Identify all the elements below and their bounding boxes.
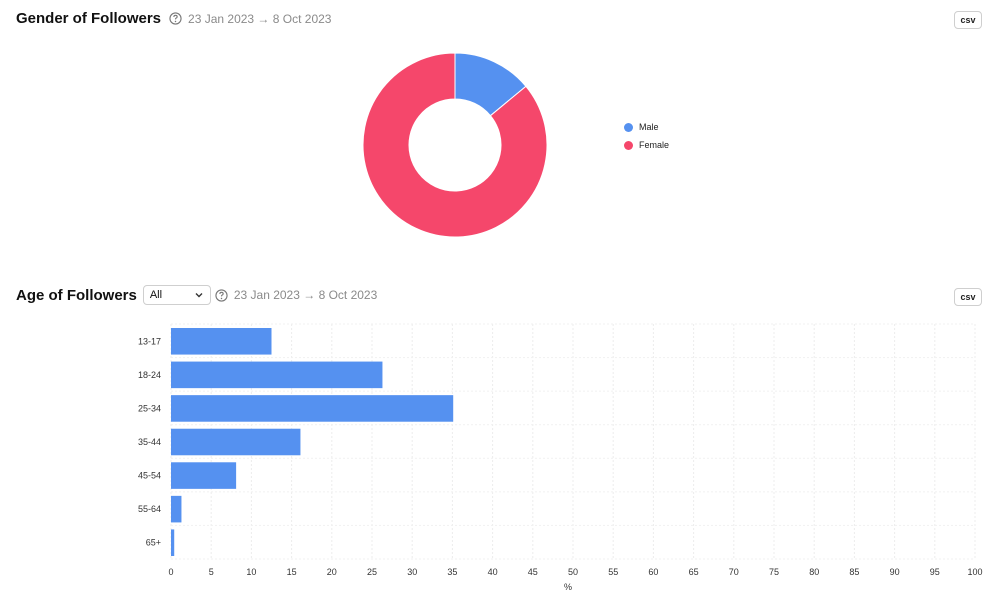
x-axis-label: %	[564, 582, 572, 592]
bar-25-34[interactable]	[171, 395, 454, 422]
question-circle-icon[interactable]	[215, 288, 228, 302]
legend-item-female[interactable]: Female	[624, 140, 669, 150]
bar-45-54[interactable]	[171, 462, 237, 489]
y-tick-label: 45-54	[138, 471, 161, 481]
age-filter-value: All	[149, 289, 163, 301]
age-title: Age of Followers	[16, 286, 137, 304]
x-tick-label: 65	[689, 567, 699, 577]
legend-item-male[interactable]: Male	[624, 122, 659, 132]
gender-header: Gender of Followers 23 Jan 2023 → 8 Oct …	[16, 10, 331, 27]
legend-swatch-male	[624, 122, 633, 132]
y-tick-label: 55-64	[138, 504, 161, 514]
x-tick-label: 70	[729, 567, 739, 577]
y-tick-label: 65+	[146, 538, 161, 548]
x-tick-label: 35	[447, 567, 457, 577]
gender-date-range: 23 Jan 2023 → 8 Oct 2023	[188, 11, 332, 26]
x-tick-label: 75	[769, 567, 779, 577]
y-tick-label: 25-34	[138, 403, 161, 413]
pie-slice-female[interactable]	[362, 52, 548, 238]
legend-swatch-female	[624, 140, 633, 150]
legend-label-female: Female	[639, 140, 670, 150]
x-tick-label: 95	[930, 567, 940, 577]
bar-18-24[interactable]	[171, 361, 383, 389]
chevron-down-icon	[195, 293, 203, 298]
x-tick-label: 25	[367, 567, 377, 577]
gender-csv-button[interactable]: csv	[954, 11, 982, 29]
x-tick-label: 0	[168, 567, 173, 577]
x-tick-label: 90	[890, 567, 900, 577]
x-tick-label: 40	[488, 567, 498, 577]
x-tick-label: 10	[246, 567, 256, 577]
age-filter-select[interactable]: All	[142, 285, 211, 305]
legend-label-male: Male	[639, 122, 659, 132]
x-tick-label: 55	[608, 567, 618, 577]
question-circle-icon[interactable]	[169, 12, 182, 25]
age-csv-button[interactable]: csv	[954, 288, 982, 306]
gender-title: Gender of Followers	[16, 10, 162, 27]
x-tick-label: 50	[568, 567, 578, 577]
y-tick-label: 35-44	[138, 437, 161, 447]
age-date-range: 23 Jan 2023 → 8 Oct 2023	[233, 288, 378, 302]
x-tick-label: 30	[407, 567, 417, 577]
x-tick-label: 80	[809, 567, 819, 577]
x-tick-label: 5	[209, 567, 214, 577]
bar-65+[interactable]	[171, 529, 175, 556]
bar-35-44[interactable]	[171, 428, 301, 456]
x-tick-label: 100	[967, 567, 982, 577]
x-tick-label: 60	[648, 567, 658, 577]
y-tick-label: 13-17	[138, 336, 161, 346]
bar-13-17[interactable]	[171, 328, 272, 355]
x-tick-label: 85	[849, 567, 859, 577]
x-tick-label: 15	[287, 567, 297, 577]
gender-donut-chart	[362, 52, 548, 238]
y-tick-label: 18-24	[138, 370, 161, 380]
x-tick-label: 20	[327, 567, 337, 577]
age-bar-chart: 0 5 10 15 20 25 30 35 40 45 50 55 60 65 70 75 80 85 90 95 10…	[138, 323, 983, 592]
x-tick-label: 45	[528, 567, 538, 577]
age-header: Age of Followers All 23 Jan 2023 → 8 Oct…	[16, 285, 377, 305]
bar-55-64[interactable]	[171, 495, 182, 523]
